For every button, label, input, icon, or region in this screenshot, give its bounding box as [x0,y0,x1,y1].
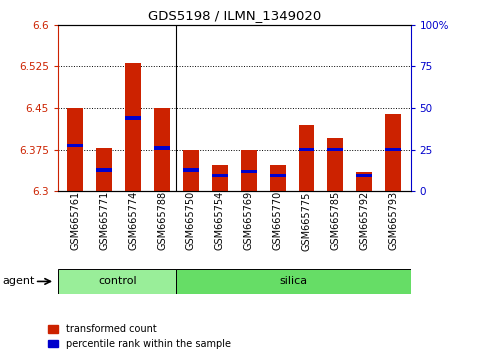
Bar [241,170,256,173]
Bar [327,148,343,151]
Bar [212,174,228,177]
Bar [270,165,285,191]
Text: agent: agent [2,276,35,286]
Bar [58,269,176,294]
Text: GSM665754: GSM665754 [215,191,225,250]
Bar [356,172,372,191]
Bar [154,108,170,191]
Text: GSM665785: GSM665785 [330,191,341,250]
Bar [125,116,141,120]
Text: GSM665793: GSM665793 [388,191,398,250]
Bar [298,125,314,191]
Bar [96,169,112,172]
Bar [212,165,228,191]
Bar [154,146,170,149]
Bar [356,174,372,177]
Bar [96,148,112,191]
Text: GSM665788: GSM665788 [157,191,167,250]
Text: control: control [98,276,137,286]
Text: GSM665769: GSM665769 [244,191,254,250]
Bar [241,149,256,191]
Text: GSM665771: GSM665771 [99,191,109,250]
Text: GSM665775: GSM665775 [301,191,312,251]
Text: GSM665761: GSM665761 [71,191,80,250]
Bar [125,63,141,191]
Bar [385,148,401,151]
Text: GSM665770: GSM665770 [272,191,283,250]
Bar [327,138,343,191]
Text: GSM665774: GSM665774 [128,191,138,250]
Bar [270,174,285,177]
Text: GSM665792: GSM665792 [359,191,369,250]
Title: GDS5198 / ILMN_1349020: GDS5198 / ILMN_1349020 [148,9,321,22]
Legend: transformed count, percentile rank within the sample: transformed count, percentile rank withi… [48,324,231,349]
Bar [298,148,314,151]
Bar [183,149,199,191]
Bar [67,108,83,191]
Text: silica: silica [280,276,308,286]
Bar [176,269,411,294]
Bar [385,114,401,191]
Bar [183,169,199,172]
Text: GSM665750: GSM665750 [186,191,196,250]
Bar [67,144,83,147]
